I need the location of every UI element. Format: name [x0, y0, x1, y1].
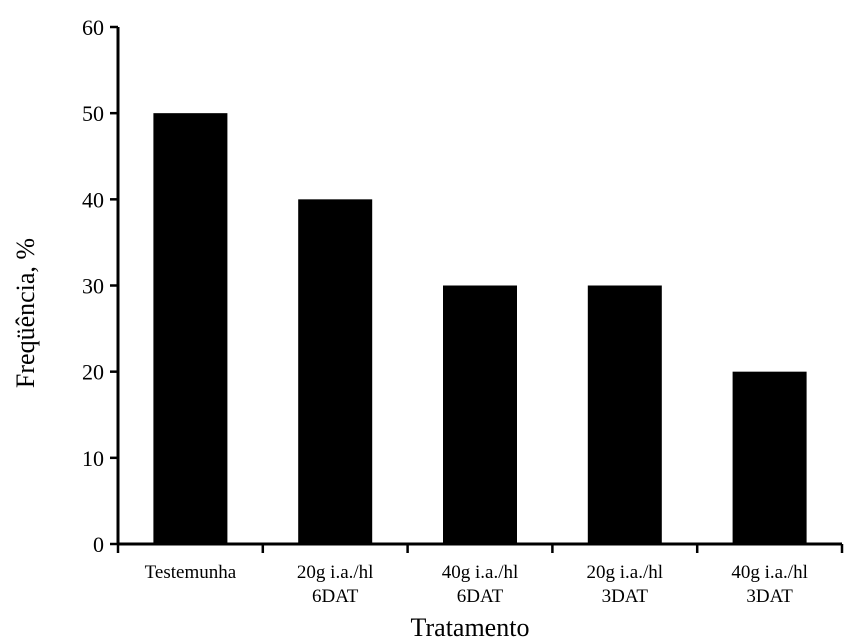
x-tick-label: 3DAT: [746, 586, 793, 607]
y-tick-label: 0: [93, 532, 104, 557]
y-tick-label: 40: [82, 187, 104, 212]
x-tick-label: 3DAT: [602, 586, 649, 607]
y-tick-label: 50: [82, 101, 104, 126]
bar: [732, 371, 807, 544]
bar: [587, 285, 662, 544]
bar: [153, 113, 228, 545]
y-axis: 0 10 20 30 40 50 60: [82, 15, 120, 557]
bar: [298, 199, 373, 545]
x-tick-label: 40g i.a./hl: [731, 562, 808, 583]
x-tick-label: 40g i.a./hl: [442, 562, 519, 583]
x-tick-label: 6DAT: [457, 586, 504, 607]
bar: [443, 285, 517, 544]
x-axis-title: Tratamento: [411, 613, 530, 642]
y-tick-label: 60: [82, 15, 104, 40]
x-axis: Testemunha 20g i.a./hl 6DAT 40g i.a./hl 6DAT…: [116, 542, 844, 607]
x-tick-label: 20g i.a./hl: [587, 562, 664, 583]
y-axis-title: Freqüência, %: [11, 238, 40, 388]
y-tick-label: 30: [82, 274, 104, 299]
bars: [153, 113, 807, 545]
x-tick-label: 20g i.a./hl: [297, 562, 374, 583]
y-tick-label: 20: [82, 360, 104, 385]
x-tick-label: 6DAT: [312, 586, 359, 607]
y-tick-label: 10: [82, 446, 104, 471]
x-tick-label: Testemunha: [145, 562, 237, 583]
